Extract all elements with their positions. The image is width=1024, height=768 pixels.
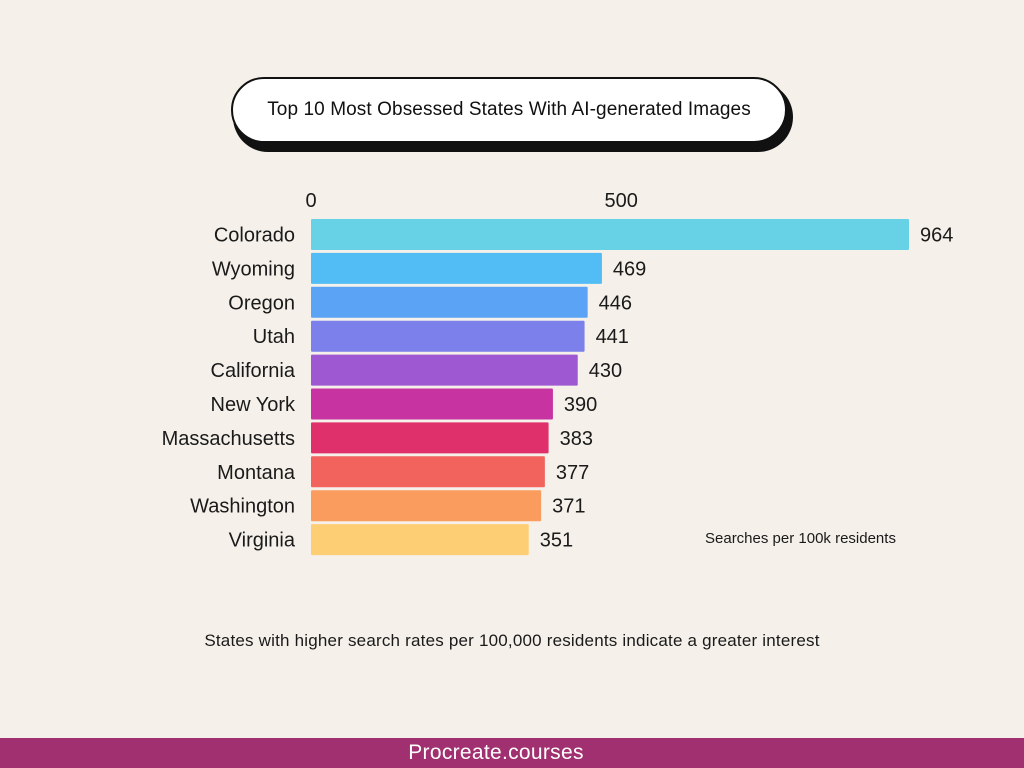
value-label: 430 <box>589 360 622 382</box>
value-label: 390 <box>564 394 597 416</box>
unit-note: Searches per 100k residents <box>705 530 896 547</box>
category-label: Massachusetts <box>162 428 295 450</box>
category-label: Oregon <box>228 292 295 314</box>
bar <box>311 524 529 556</box>
bar <box>311 286 588 318</box>
footer-bar: Procreate.courses <box>0 738 1024 768</box>
category-label: Wyoming <box>212 258 295 280</box>
value-label: 441 <box>596 326 629 348</box>
bar <box>311 219 909 250</box>
value-label: 377 <box>556 462 589 484</box>
x-tick-label: 500 <box>604 190 637 212</box>
bar <box>311 422 549 454</box>
footer-brand-link[interactable]: Procreate.courses <box>408 741 584 764</box>
bar <box>311 388 553 420</box>
category-label: California <box>211 360 296 382</box>
bars <box>311 219 909 556</box>
footnote: States with higher search rates per 100,… <box>204 631 820 650</box>
category-label: Virginia <box>229 530 296 552</box>
value-label: 351 <box>540 530 573 552</box>
x-axis-ticks: 0 500 <box>305 190 637 212</box>
title-pill: Top 10 Most Obsessed States With AI-gene… <box>231 77 787 143</box>
value-label: 469 <box>613 258 646 280</box>
value-label: 371 <box>552 496 585 518</box>
bar <box>311 320 585 352</box>
category-labels: Colorado Wyoming Oregon Utah California New Y… <box>162 225 296 552</box>
category-label: Utah <box>253 326 295 348</box>
category-label: Montana <box>217 462 296 484</box>
x-tick-label: 0 <box>305 190 316 212</box>
value-label: 383 <box>560 428 593 450</box>
category-label: Colorado <box>214 225 295 247</box>
bar <box>311 354 578 386</box>
chart-title: Top 10 Most Obsessed States With AI-gene… <box>267 99 751 120</box>
category-label: New York <box>211 394 296 416</box>
bar <box>311 490 542 522</box>
value-label: 446 <box>599 292 632 314</box>
bar <box>311 456 545 488</box>
value-labels: 964 469 446 441 430 390 383 377 371 351 <box>540 225 954 552</box>
category-label: Washington <box>190 496 295 518</box>
bar <box>311 252 602 284</box>
value-label: 964 <box>920 225 953 247</box>
